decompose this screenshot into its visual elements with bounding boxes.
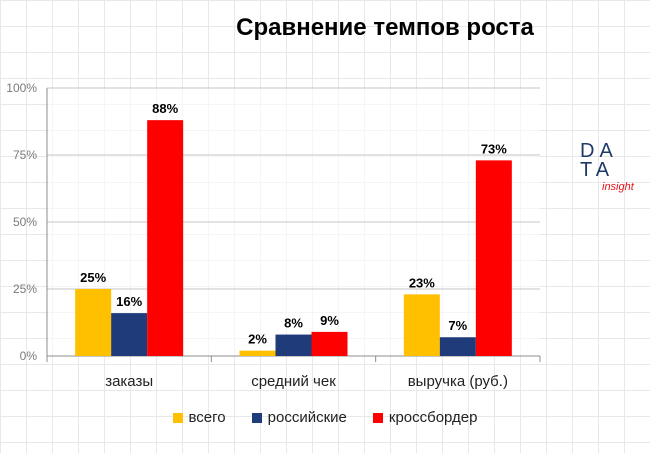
bar — [111, 313, 148, 356]
x-category-label: заказы — [105, 373, 153, 390]
data-label: 9% — [320, 313, 339, 328]
data-label: 8% — [284, 316, 303, 331]
logo-tag: insight — [602, 181, 634, 193]
legend-swatch — [372, 412, 383, 423]
chart-legend: всего российские кроссбордер — [0, 409, 650, 426]
legend-swatch — [172, 412, 183, 423]
bar — [275, 334, 312, 356]
data-label: 88% — [152, 101, 178, 116]
logo-line-1: DA — [580, 140, 618, 162]
bar — [439, 337, 476, 356]
data-label: 73% — [481, 141, 507, 156]
bar — [311, 331, 348, 356]
y-tick-label: 0% — [20, 349, 38, 363]
x-category-label: выручка (руб.) — [408, 373, 508, 390]
data-label: 2% — [248, 332, 267, 347]
x-category-label: средний чек — [251, 373, 336, 390]
legend-item-russian: российские — [251, 409, 347, 426]
y-tick-label: 75% — [13, 148, 37, 162]
legend-label: кроссбордер — [388, 409, 478, 426]
y-tick-label: 50% — [13, 215, 37, 229]
legend-item-total: всего — [172, 409, 226, 426]
data-label: 25% — [80, 270, 106, 285]
data-insight-logo: DA TA insight — [580, 140, 634, 193]
data-label: 23% — [409, 275, 435, 290]
legend-label: российские — [267, 409, 347, 426]
bar — [239, 350, 276, 356]
legend-item-crossborder: кроссбордер — [372, 409, 478, 426]
data-label: 7% — [448, 318, 467, 333]
legend-swatch — [251, 412, 262, 423]
y-tick-label: 100% — [6, 81, 37, 95]
logo-line-2: TA — [580, 159, 615, 181]
y-tick-label: 25% — [13, 282, 37, 296]
bar — [147, 120, 184, 356]
bar — [475, 160, 512, 356]
data-label: 16% — [116, 294, 142, 309]
bar — [75, 289, 112, 356]
chart-title: Сравнение темпов роста — [236, 14, 534, 41]
legend-label: всего — [188, 409, 226, 426]
bar — [403, 294, 440, 356]
